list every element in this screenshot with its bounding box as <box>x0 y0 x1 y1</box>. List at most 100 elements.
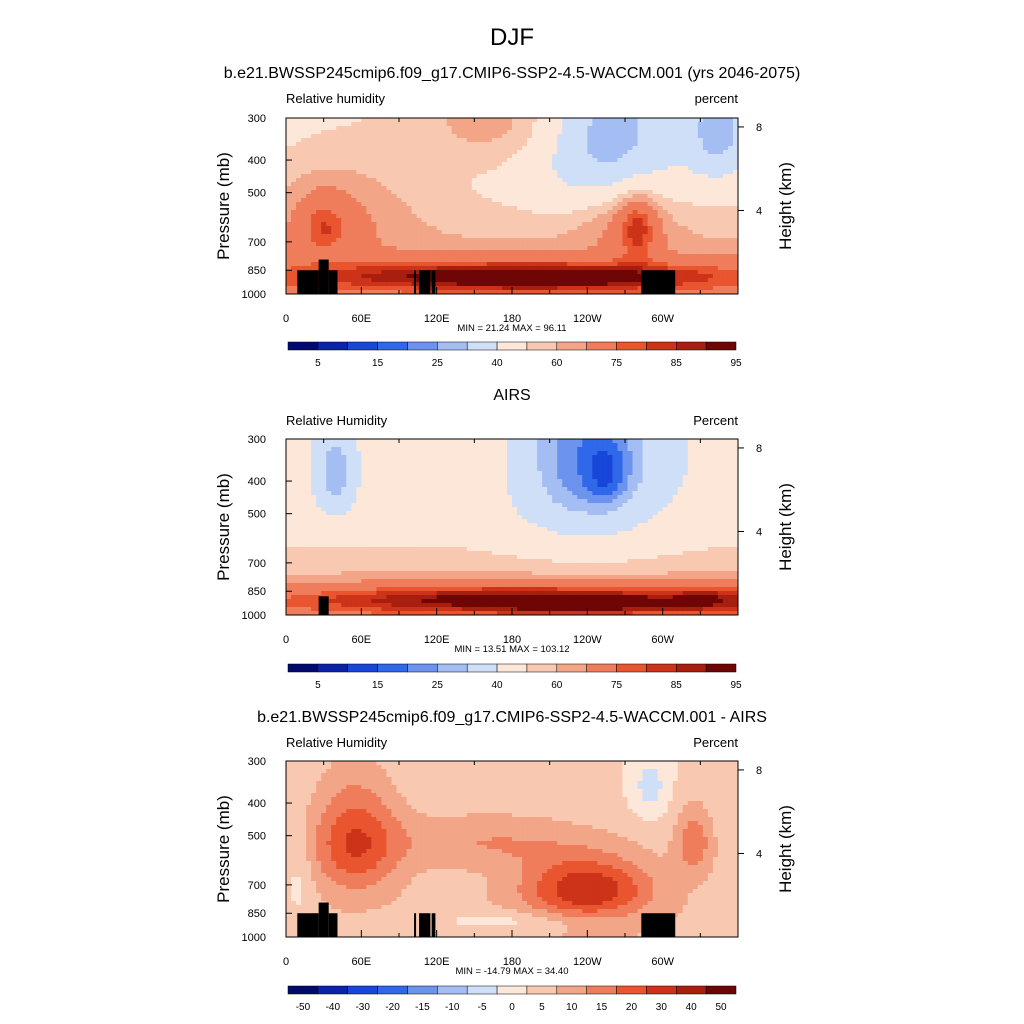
field-cell <box>532 162 538 167</box>
field-cell <box>376 523 383 528</box>
field-cell <box>617 170 624 175</box>
field-cell <box>562 174 568 179</box>
field-cell <box>391 146 398 151</box>
field-cell <box>316 467 322 472</box>
field-cell <box>441 270 448 275</box>
field-cell <box>466 234 473 239</box>
field-cell <box>506 198 513 203</box>
field-cell <box>321 154 327 159</box>
field-cell <box>637 222 644 227</box>
field-cell <box>476 266 483 271</box>
field-cell <box>371 274 377 279</box>
field-cell <box>542 182 548 187</box>
field-cell <box>512 222 518 227</box>
field-cell <box>406 278 413 283</box>
field-cell <box>557 202 563 207</box>
field-cell <box>311 262 317 267</box>
field-cell <box>311 190 317 195</box>
field-cell <box>577 226 583 231</box>
field-cell <box>286 575 292 580</box>
field-cell <box>391 226 398 231</box>
field-cell <box>326 527 332 532</box>
field-cell <box>501 210 508 215</box>
field-cell <box>381 178 388 183</box>
field-cell <box>351 134 357 139</box>
field-cell <box>727 250 734 255</box>
field-cell <box>341 198 347 203</box>
field-cell <box>296 238 302 243</box>
field-cell <box>371 134 377 139</box>
field-cell <box>381 210 388 215</box>
field-cell <box>296 531 302 536</box>
field-cell <box>421 206 428 211</box>
field-cell <box>602 258 609 263</box>
field-cell <box>607 218 614 223</box>
field-cell <box>627 278 634 283</box>
field-cell <box>682 278 689 283</box>
field-cell <box>441 254 448 259</box>
field-cell <box>421 250 428 255</box>
field-cell <box>652 230 659 235</box>
field-cell <box>331 250 337 255</box>
field-cell <box>647 170 654 175</box>
field-cell <box>306 463 312 468</box>
field-cell <box>341 599 347 604</box>
field-cell <box>582 174 588 179</box>
field-cell <box>456 234 463 239</box>
field-cell <box>486 182 493 187</box>
field-cell <box>341 443 347 448</box>
field-cell <box>557 250 563 255</box>
field-cell <box>637 250 644 255</box>
field-cell <box>336 443 342 448</box>
field-cell <box>386 146 393 151</box>
field-cell <box>592 242 598 247</box>
field-cell <box>326 587 332 592</box>
field-cell <box>697 278 704 283</box>
field-cell <box>637 206 644 211</box>
field-cell <box>311 154 317 159</box>
field-cell <box>396 190 403 195</box>
field-cell <box>306 218 312 223</box>
field-cell <box>291 555 297 560</box>
field-cell <box>662 158 669 163</box>
field-cell <box>311 170 317 175</box>
field-cell <box>496 178 503 183</box>
field-cell <box>466 174 473 179</box>
colorbar-swatch <box>586 341 617 351</box>
field-cell <box>707 166 714 171</box>
field-cell <box>687 122 694 127</box>
field-cell <box>361 226 367 231</box>
field-cell <box>547 170 553 175</box>
field-cell <box>391 210 398 215</box>
field-cell <box>476 158 483 163</box>
field-cell <box>491 226 498 231</box>
field-cell <box>346 214 352 219</box>
field-cell <box>356 519 362 524</box>
field-cell <box>622 126 629 131</box>
field-cell <box>341 238 347 243</box>
field-cell <box>567 222 573 227</box>
field-cell <box>717 214 724 219</box>
field-cell <box>446 122 453 127</box>
field-cell <box>692 134 699 139</box>
field-cell <box>702 286 709 291</box>
field-cell <box>356 222 362 227</box>
field-cell <box>471 150 478 155</box>
field-cell <box>441 214 448 219</box>
field-cell <box>632 242 639 247</box>
field-cell <box>346 158 352 163</box>
field-cell <box>702 198 709 203</box>
field-cell <box>697 170 704 175</box>
field-cell <box>371 234 377 239</box>
field-cell <box>637 226 644 231</box>
field-cell <box>587 234 593 239</box>
field-cell <box>727 170 734 175</box>
field-cell <box>557 282 563 287</box>
field-cell <box>632 214 639 219</box>
field-cell <box>642 150 649 155</box>
field-cell <box>291 439 297 444</box>
field-cell <box>361 507 367 512</box>
field-cell <box>436 262 443 267</box>
field-cell <box>632 118 639 123</box>
field-cell <box>627 186 634 191</box>
